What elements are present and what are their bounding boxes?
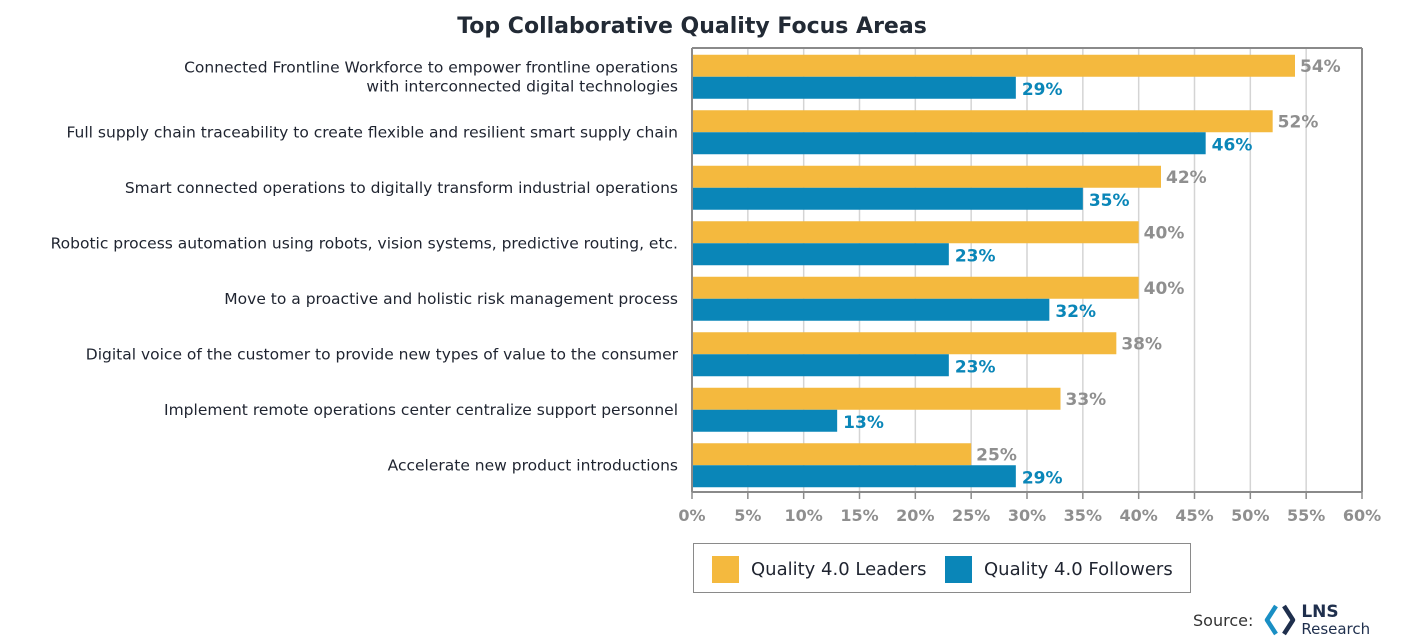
legend-label-followers: Quality 4.0 Followers (984, 558, 1173, 580)
logo-brand-sub: Research (1301, 619, 1371, 638)
bar-followers (692, 187, 1083, 210)
data-label-leaders: 40% (1144, 223, 1185, 243)
category-label: Connected Frontline Workforce to empower… (184, 58, 678, 76)
data-label-followers: 35% (1089, 191, 1130, 211)
x-tick-label: 25% (952, 506, 990, 525)
x-tick-label: 50% (1231, 506, 1269, 525)
x-tick-label: 30% (1008, 506, 1046, 525)
data-label-followers: 29% (1022, 468, 1063, 488)
lns-logo-icon (1265, 604, 1296, 636)
bar-leaders (692, 221, 1139, 244)
legend-item-followers: Quality 4.0 Followers (945, 555, 1173, 583)
lns-logo-text: LNS Research (1301, 601, 1371, 638)
bar-followers (692, 76, 1016, 99)
x-tick-label: 10% (785, 506, 823, 525)
axis-layer: 0% 5% 10% 15% 20% 25% 30% 35% 40% 45% 50% 55% 60% (678, 47, 1381, 525)
bar-leaders (692, 276, 1139, 299)
x-tick-label: 40% (1120, 506, 1158, 525)
x-tick-label: 0% (678, 506, 705, 525)
bar-leaders (692, 54, 1295, 77)
category-label: with interconnected digital technologies (366, 77, 678, 95)
bar-followers (692, 409, 838, 432)
data-label-leaders: 40% (1144, 279, 1185, 299)
bar-followers (692, 354, 949, 377)
data-label-followers: 13% (843, 413, 884, 433)
x-tick-label: 15% (840, 506, 878, 525)
logo-brand-main: LNS (1301, 601, 1339, 622)
data-label-leaders: 54% (1300, 57, 1341, 77)
x-tick-label: 5% (734, 506, 761, 525)
source-label: Source: (1193, 610, 1254, 630)
legend-item-leaders: Quality 4.0 Leaders (712, 555, 926, 583)
category-label: Full supply chain traceability to create… (66, 123, 678, 141)
x-tick-label: 35% (1064, 506, 1102, 525)
legend: Quality 4.0 Leaders Quality 4.0 Follower… (693, 543, 1191, 593)
category-label: Implement remote operations center centr… (164, 401, 678, 419)
category-label: Digital voice of the customer to provide… (86, 345, 679, 363)
legend-label-leaders: Quality 4.0 Leaders (751, 558, 927, 580)
bar-leaders (692, 332, 1117, 355)
data-label-leaders: 25% (976, 445, 1017, 465)
legend-swatch-followers (945, 555, 972, 583)
data-label-leaders: 38% (1121, 334, 1162, 354)
bar-followers (692, 465, 1016, 488)
data-label-followers: 23% (955, 246, 996, 266)
x-tick-label: 55% (1287, 506, 1325, 525)
data-label-followers: 46% (1212, 135, 1253, 155)
bar-followers (692, 132, 1206, 155)
x-tick-label: 45% (1175, 506, 1213, 525)
bar-leaders (692, 443, 972, 466)
legend-swatch-leaders (712, 555, 739, 583)
bar-followers (692, 243, 949, 266)
data-label-leaders: 33% (1066, 390, 1107, 410)
data-label-followers: 29% (1022, 80, 1063, 100)
data-label-followers: 23% (955, 357, 996, 377)
category-label: Accelerate new product introductions (388, 456, 678, 474)
chart-title: Top Collaborative Quality Focus Areas (457, 14, 927, 39)
category-label: Move to a proactive and holistic risk ma… (224, 290, 678, 308)
labels-layer: 54% 29% Connected Frontline Workforce to e… (51, 57, 1341, 489)
bar-leaders (692, 387, 1061, 410)
data-label-leaders: 52% (1278, 112, 1319, 132)
x-tick-label: 60% (1343, 506, 1381, 525)
bar-leaders (692, 165, 1161, 188)
bars-layer (692, 54, 1295, 488)
x-tick-label: 20% (896, 506, 934, 525)
data-label-leaders: 42% (1166, 168, 1207, 188)
source-credit: Source: LNS Research (1193, 603, 1370, 637)
category-label: Smart connected operations to digitally … (125, 179, 678, 197)
bar-leaders (692, 110, 1273, 133)
data-label-followers: 32% (1055, 302, 1096, 322)
category-label: Robotic process automation using robots,… (51, 234, 678, 252)
bar-followers (692, 298, 1050, 321)
